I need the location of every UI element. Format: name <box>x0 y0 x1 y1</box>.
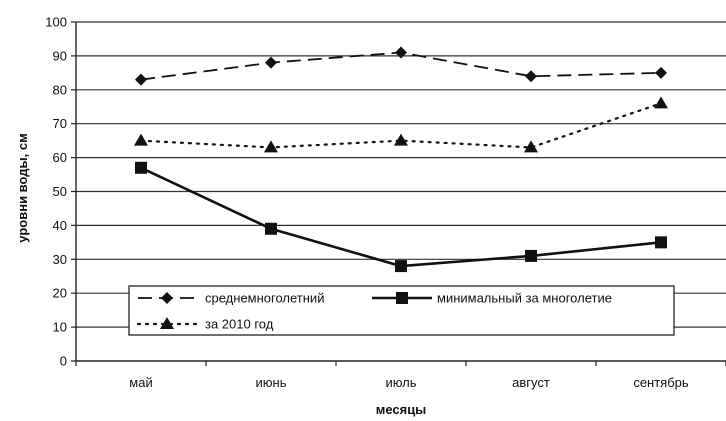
y-tick-label: 30 <box>53 252 67 267</box>
y-tick-label: 60 <box>53 150 67 165</box>
y-tick-label: 100 <box>45 15 67 30</box>
legend-marker-3 <box>160 317 174 329</box>
data-point-series-3 <box>524 140 538 153</box>
legend-label-2: минимальный за многолетие <box>437 291 612 306</box>
y-axis-title: уровни воды, см <box>15 133 30 242</box>
y-tick-labels: 0 10 20 30 40 50 60 70 80 90 100 <box>45 15 67 369</box>
data-point-series-2 <box>525 249 537 262</box>
data-point-series-1 <box>655 66 667 79</box>
data-point-series-1 <box>525 70 537 83</box>
legend-label-3: за 2010 год <box>205 317 274 332</box>
y-tick-label: 10 <box>53 320 67 335</box>
series-line-2 <box>140 166 662 268</box>
x-tick-label: июнь <box>256 375 287 390</box>
x-axis-title: месяцы <box>376 402 427 417</box>
data-point-series-2 <box>655 236 667 249</box>
axes <box>71 21 726 366</box>
y-tick-label: 20 <box>53 286 67 301</box>
legend-marker-1 <box>161 292 173 304</box>
y-tick-label: 90 <box>53 48 67 63</box>
data-point-series-3 <box>134 133 148 146</box>
y-tick-label: 70 <box>53 116 67 131</box>
data-point-series-3 <box>394 133 408 146</box>
data-point-series-2 <box>135 161 147 174</box>
data-point-series-3 <box>264 140 278 153</box>
y-tick-label: 40 <box>53 218 67 233</box>
x-tick-labels: май июнь июль август сентябрь <box>129 375 689 390</box>
y-tick-label: 50 <box>53 184 67 199</box>
y-tick-label: 0 <box>60 354 67 369</box>
x-tick-label: июль <box>385 375 416 390</box>
legend: среднемноголетний минимальный за многолет… <box>128 285 675 336</box>
series-lines <box>134 46 668 273</box>
legend-label-1: среднемноголетний <box>205 291 324 306</box>
data-point-series-1 <box>395 46 407 59</box>
data-point-series-2 <box>265 222 277 235</box>
x-tick-label: сентябрь <box>633 375 689 390</box>
data-point-series-1 <box>135 73 147 86</box>
data-point-series-2 <box>395 260 407 273</box>
data-point-series-3 <box>654 96 668 109</box>
legend-marker-2 <box>396 292 408 304</box>
data-point-series-1 <box>265 56 277 69</box>
x-tick-label: май <box>129 375 152 390</box>
y-tick-label: 80 <box>53 82 67 97</box>
x-tick-label: август <box>512 375 550 390</box>
grid-lines <box>76 21 726 328</box>
